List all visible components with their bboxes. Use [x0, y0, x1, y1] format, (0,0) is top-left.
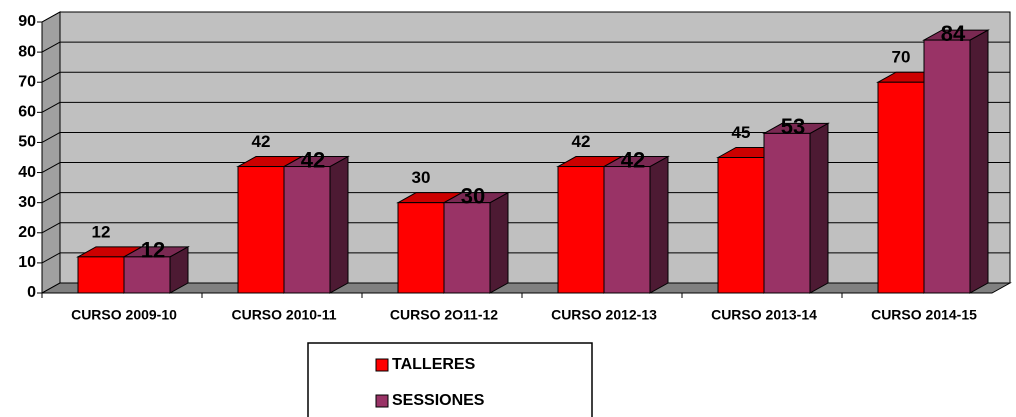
- grid-line: [41, 162, 61, 173]
- x-tick-label: CURSO 2009-10: [71, 307, 177, 323]
- y-tick-label: 90: [18, 13, 36, 30]
- data-label: 84: [941, 21, 966, 46]
- grid-line: [41, 101, 61, 113]
- grid-line: [41, 132, 61, 143]
- data-label: 42: [301, 147, 325, 172]
- x-tick-label: CURSO 2O11-12: [390, 307, 498, 323]
- side-wall: [41, 11, 61, 294]
- y-tick-label: 40: [18, 164, 36, 181]
- bar: [443, 202, 491, 294]
- data-label: 70: [892, 48, 911, 67]
- x-tick-label: CURSO 2012-13: [551, 307, 657, 323]
- grid-line: [41, 222, 61, 234]
- y-tick-label: 10: [18, 254, 36, 271]
- bar-side: [809, 122, 829, 294]
- bar: [237, 166, 285, 294]
- bar: [877, 81, 925, 294]
- y-tick-label: 70: [18, 73, 36, 90]
- bar-side: [489, 191, 509, 294]
- data-label: 42: [252, 132, 271, 151]
- legend: [307, 342, 593, 417]
- bar: [763, 132, 811, 294]
- grid-line: [41, 11, 61, 23]
- x-tick-label: CURSO 2010-11: [231, 307, 336, 323]
- legend-label: SESSIONES: [392, 392, 485, 409]
- bar: [77, 256, 125, 294]
- legend-label: TALLERES: [392, 356, 476, 373]
- data-label: 53: [781, 114, 805, 139]
- bar-side: [649, 155, 669, 294]
- data-label: 42: [621, 147, 645, 172]
- y-tick-label: 80: [18, 43, 36, 60]
- x-tick-label: CURSO 2013-14: [711, 307, 817, 323]
- bar: [283, 166, 331, 294]
- bar: [717, 157, 765, 294]
- grid-line: [41, 252, 61, 264]
- data-label: 42: [572, 132, 591, 151]
- bar-side: [329, 155, 349, 294]
- data-label: 12: [92, 222, 111, 241]
- y-tick-label: 20: [18, 224, 36, 241]
- legend-swatch: [375, 394, 389, 408]
- bar-side: [969, 29, 989, 294]
- y-tick-label: 50: [18, 134, 36, 151]
- y-tick-label: 0: [27, 284, 36, 301]
- bar: [557, 166, 605, 294]
- data-label: 45: [732, 123, 751, 142]
- grid-line: [41, 282, 61, 294]
- data-label: 12: [141, 238, 165, 263]
- back-wall: [59, 11, 1011, 284]
- grid-line: [41, 192, 61, 204]
- data-label: 30: [461, 183, 485, 208]
- y-tick-label: 60: [18, 104, 36, 121]
- floor: [40, 282, 1012, 294]
- bar: [123, 256, 171, 294]
- bar: [923, 39, 971, 294]
- y-tick-label: 30: [18, 194, 36, 211]
- bar: [397, 202, 445, 294]
- bar: [603, 166, 651, 294]
- grid-line: [41, 71, 61, 83]
- x-tick-label: CURSO 2014-15: [871, 307, 977, 323]
- legend-swatch: [375, 358, 389, 372]
- data-label: 30: [412, 168, 431, 187]
- grid-line: [41, 41, 61, 53]
